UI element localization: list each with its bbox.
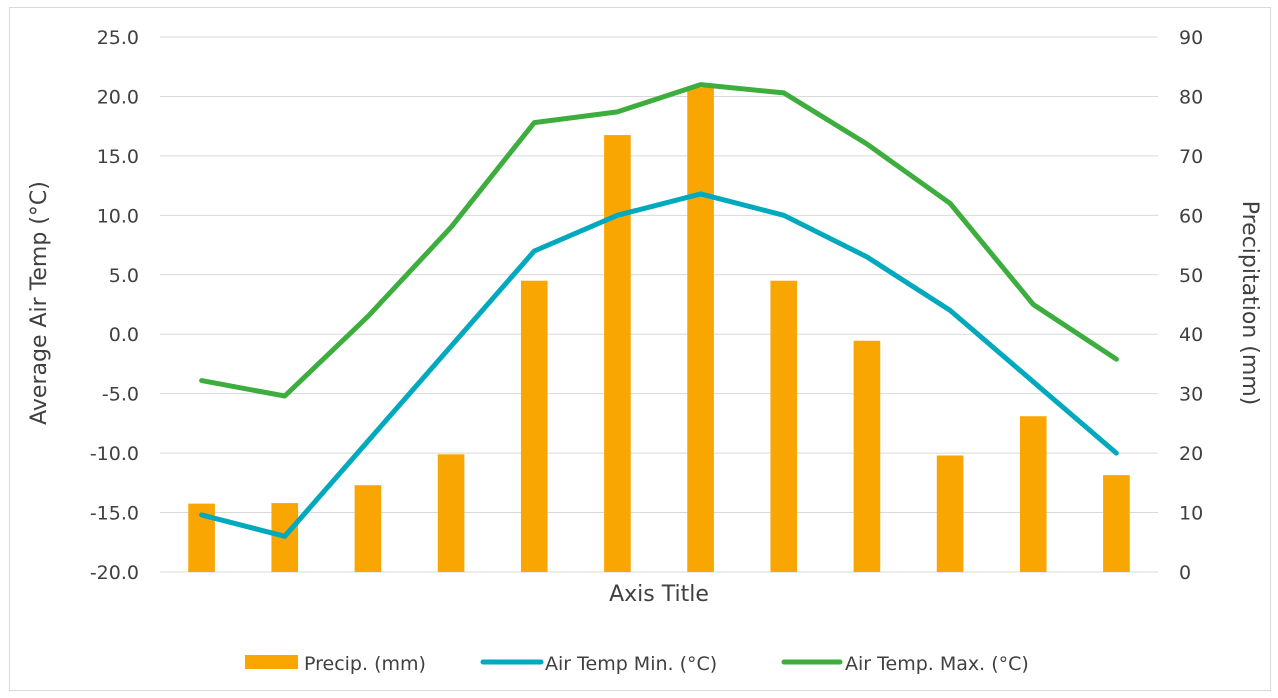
left-tick-label: -10.0 xyxy=(90,443,139,465)
right-tick-label: 70 xyxy=(1179,146,1203,168)
right-tick-label: 60 xyxy=(1179,205,1203,227)
left-tick-label: -5.0 xyxy=(102,384,139,406)
precip-bars xyxy=(188,87,1130,573)
precip-bar xyxy=(354,485,382,572)
right-tick-label: 50 xyxy=(1179,265,1203,287)
right-tick-label: 40 xyxy=(1179,324,1203,346)
left-axis-title: Average Air Temp (°C) xyxy=(27,181,52,425)
air-temp-max-line xyxy=(199,82,1119,399)
legend-swatch-precip xyxy=(245,655,298,669)
left-tick-label: -15.0 xyxy=(90,503,139,525)
precip-bar xyxy=(437,454,465,572)
precip-bar xyxy=(1103,475,1130,572)
left-tick-label: 25.0 xyxy=(97,27,139,49)
legend-label-air-temp-max: Air Temp. Max. (°C) xyxy=(845,653,1029,675)
left-tick-label: -20.0 xyxy=(90,562,139,584)
air-temp-min-line xyxy=(199,191,1119,539)
precip-bar xyxy=(770,280,798,572)
gridlines xyxy=(160,36,1158,573)
right-tick-label: 80 xyxy=(1179,86,1203,108)
left-axis-ticks: 25.0 20.0 15.0 10.0 5.0 0.0 -5.0 -10.0 -15.0 -20.… xyxy=(90,27,139,584)
temperature-lines xyxy=(199,82,1119,539)
left-tick-label: 0.0 xyxy=(109,324,139,346)
right-tick-label: 10 xyxy=(1179,503,1203,525)
precip-bar xyxy=(687,87,714,573)
left-tick-label: 20.0 xyxy=(97,86,139,108)
left-tick-label: 10.0 xyxy=(97,205,139,227)
right-axis-title: Precipitation (mm) xyxy=(1237,201,1262,406)
right-tick-label: 90 xyxy=(1179,27,1203,49)
precip-bar xyxy=(520,280,548,572)
legend-label-air-temp-min: Air Temp Min. (°C) xyxy=(545,653,717,675)
right-tick-label: 0 xyxy=(1179,562,1191,584)
legend-label-precip: Precip. (mm) xyxy=(304,653,426,675)
precip-bar xyxy=(936,455,964,572)
x-axis-title: Axis Title xyxy=(609,582,709,607)
right-axis-ticks: 90 80 70 60 50 40 30 20 10 0 xyxy=(1179,27,1203,584)
right-tick-label: 30 xyxy=(1179,384,1203,406)
legend: Precip. (mm) Air Temp Min. (°C) Air Temp… xyxy=(245,653,1029,675)
left-tick-label: 15.0 xyxy=(97,146,139,168)
precip-bar xyxy=(853,340,881,572)
precip-bar xyxy=(604,135,631,573)
precip-bar xyxy=(1019,416,1047,572)
right-tick-label: 20 xyxy=(1179,443,1203,465)
chart-frame xyxy=(9,7,1271,691)
left-tick-label: 5.0 xyxy=(109,265,139,287)
